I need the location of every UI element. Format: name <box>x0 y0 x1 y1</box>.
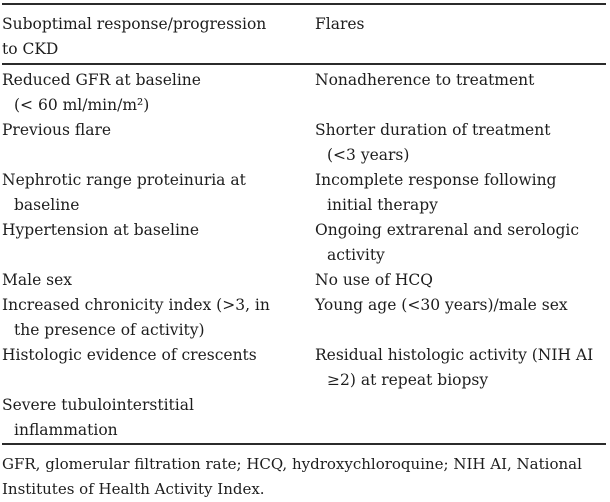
cell-line: (<3 years) <box>327 146 410 164</box>
cell-line: Hypertension at baseline <box>2 221 200 239</box>
header-cell-left: Suboptimal response/progression to CKD <box>2 12 315 62</box>
cell-line: Previous flare <box>2 121 112 139</box>
cell-line: Young age (<30 years)/male sex <box>315 296 568 314</box>
cell-line: Incomplete response following <box>315 171 557 189</box>
cell-left: Severe tubulointerstitial inflammation <box>2 393 315 443</box>
cell-right: Incomplete response following initial th… <box>315 168 606 218</box>
header-line: Flares <box>315 15 365 33</box>
top-rule <box>2 3 606 5</box>
cell-line: No use of HCQ <box>315 271 433 289</box>
cell-right <box>315 393 606 443</box>
table-row: Male sex No use of HCQ <box>2 268 606 293</box>
cell-line: ≥2) at repeat biopsy <box>327 371 489 389</box>
cell-line: baseline <box>14 196 80 214</box>
cell-left: Histologic evidence of crescents <box>2 343 315 393</box>
cell-line: activity <box>327 246 385 264</box>
table-row: Previous flare Shorter duration of treat… <box>2 118 606 168</box>
risk-factors-table: Suboptimal response/progression to CKD F… <box>2 3 606 502</box>
header-line: Suboptimal response/progression <box>2 15 267 33</box>
cell-right: Shorter duration of treatment (<3 years) <box>315 118 606 168</box>
cell-line: initial therapy <box>327 196 438 214</box>
cell-right: Ongoing extrarenal and serologic activit… <box>315 218 606 268</box>
header-cell-right: Flares <box>315 12 606 62</box>
cell-left: Increased chronicity index (>3, in the p… <box>2 293 315 343</box>
cell-line: the presence of activity) <box>14 321 205 339</box>
cell-line: Severe tubulointerstitial <box>2 396 194 414</box>
cell-line: Residual histologic activity (NIH AI <box>315 346 594 364</box>
table-header-row: Suboptimal response/progression to CKD F… <box>2 5 606 63</box>
cell-line: Male sex <box>2 271 73 289</box>
cell-left: Previous flare <box>2 118 315 168</box>
bottom-rule <box>2 443 606 445</box>
cell-line: Nephrotic range proteinuria at <box>2 171 246 189</box>
cell-line: Increased chronicity index (>3, in <box>2 296 270 314</box>
cell-line: inflammation <box>14 421 118 439</box>
table-row: Severe tubulointerstitial inflammation <box>2 393 606 443</box>
table-row: Reduced GFR at baseline (< 60 ml/min/m²)… <box>2 68 606 118</box>
table-row: Histologic evidence of crescents Residua… <box>2 343 606 393</box>
cell-line: Ongoing extrarenal and serologic <box>315 221 580 239</box>
header-line: to CKD <box>2 40 59 58</box>
table-row: Nephrotic range proteinuria at baseline … <box>2 168 606 218</box>
cell-line: Reduced GFR at baseline <box>2 71 201 89</box>
cell-left: Hypertension at baseline <box>2 218 315 268</box>
table-row: Increased chronicity index (>3, in the p… <box>2 293 606 343</box>
cell-line: Histologic evidence of crescents <box>2 346 257 364</box>
cell-line: (< 60 ml/min/m²) <box>14 96 150 114</box>
footnote: GFR, glomerular filtration rate; HCQ, hy… <box>2 445 606 502</box>
cell-right: Residual histologic activity (NIH AI ≥2)… <box>315 343 606 393</box>
cell-left: Nephrotic range proteinuria at baseline <box>2 168 315 218</box>
cell-line: Nonadherence to treatment <box>315 71 535 89</box>
cell-line: Shorter duration of treatment <box>315 121 551 139</box>
footnote-line: GFR, glomerular filtration rate; HCQ, hy… <box>2 455 582 473</box>
cell-left: Reduced GFR at baseline (< 60 ml/min/m²) <box>2 68 315 118</box>
table-body: Reduced GFR at baseline (< 60 ml/min/m²)… <box>2 65 606 443</box>
cell-left: Male sex <box>2 268 315 293</box>
cell-right: Young age (<30 years)/male sex <box>315 293 606 343</box>
cell-right: No use of HCQ <box>315 268 606 293</box>
cell-right: Nonadherence to treatment <box>315 68 606 118</box>
header-rule <box>2 63 606 65</box>
table-row: Hypertension at baseline Ongoing extrare… <box>2 218 606 268</box>
footnote-line: Institutes of Health Activity Index. <box>2 480 265 498</box>
